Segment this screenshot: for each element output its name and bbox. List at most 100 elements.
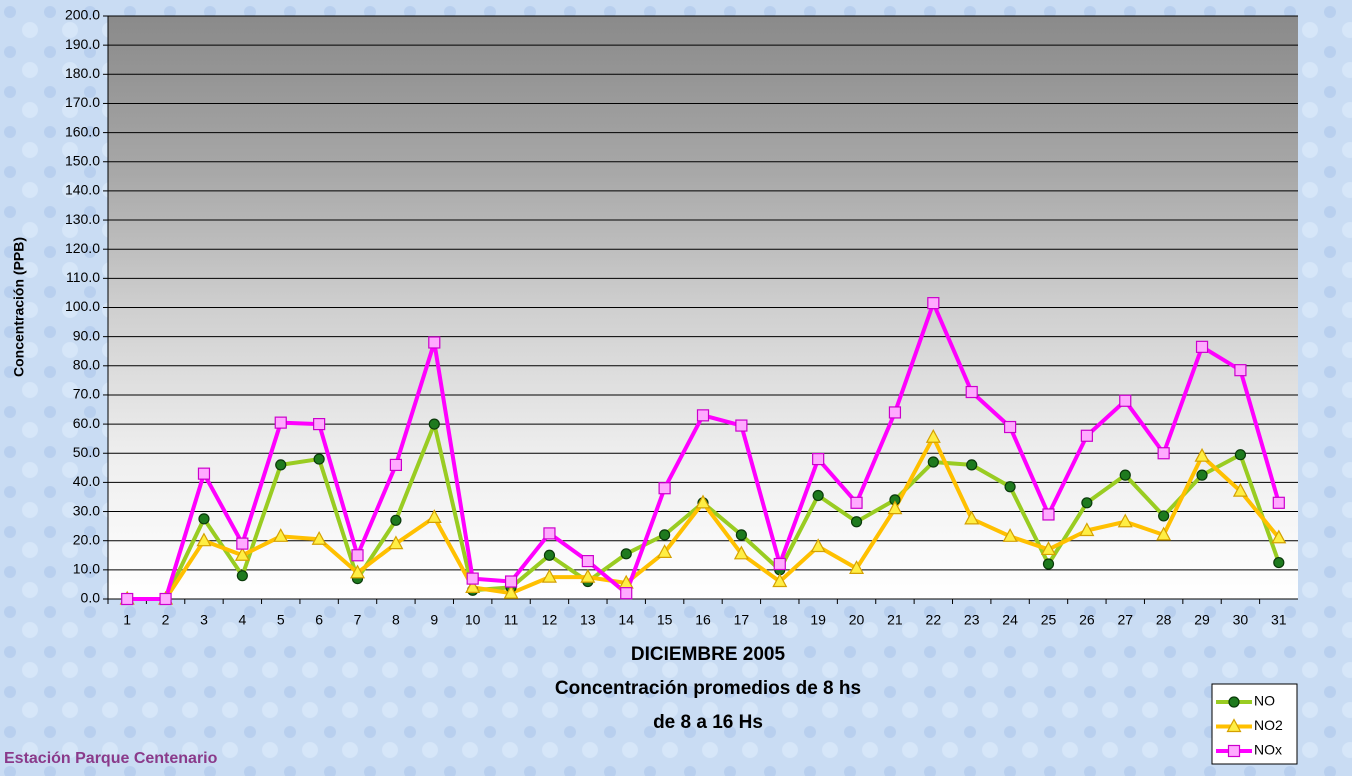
- y-tick-label: 120.0: [65, 240, 100, 256]
- data-point: [967, 460, 977, 470]
- data-point: [390, 459, 401, 470]
- y-axis-title: Concentración (PPB): [11, 237, 27, 377]
- y-tick-label: 110.0: [66, 269, 100, 285]
- data-point: [1043, 509, 1054, 520]
- data-point: [1274, 558, 1284, 568]
- data-point: [1235, 450, 1245, 460]
- x-tick-label: 10: [465, 612, 481, 628]
- data-point: [928, 298, 939, 309]
- x-tick-label: 4: [238, 612, 246, 628]
- x-tick-label: 20: [849, 612, 865, 628]
- x-tick-label: 6: [315, 612, 323, 628]
- data-point: [852, 517, 862, 527]
- x-tick-label: 27: [1117, 612, 1133, 628]
- data-point: [736, 420, 747, 431]
- x-tick-label: 1: [123, 612, 131, 628]
- x-tick-label: 22: [926, 612, 942, 628]
- data-point: [391, 515, 401, 525]
- x-tick-label: 23: [964, 612, 980, 628]
- x-tick-label: 17: [734, 612, 750, 628]
- y-tick-label: 160.0: [65, 123, 100, 139]
- data-point: [621, 588, 632, 599]
- data-point: [851, 497, 862, 508]
- data-point: [813, 491, 823, 501]
- x-tick-label: 26: [1079, 612, 1095, 628]
- data-point: [1197, 470, 1207, 480]
- data-point: [889, 407, 900, 418]
- data-point: [813, 454, 824, 465]
- x-tick-label: 25: [1041, 612, 1057, 628]
- x-tick-label: 24: [1002, 612, 1018, 628]
- data-point: [1082, 498, 1092, 508]
- data-point: [774, 559, 785, 570]
- data-point: [314, 419, 325, 430]
- data-point: [429, 419, 439, 429]
- data-point: [582, 556, 593, 567]
- legend-label: NO2: [1254, 717, 1283, 733]
- legend-marker: [1229, 746, 1240, 757]
- data-point: [1005, 422, 1016, 433]
- data-point: [1273, 497, 1284, 508]
- data-point: [275, 417, 286, 428]
- y-tick-label: 40.0: [73, 473, 100, 489]
- data-point: [429, 337, 440, 348]
- data-point: [1081, 430, 1092, 441]
- data-point: [1158, 448, 1169, 459]
- data-point: [736, 530, 746, 540]
- x-tick-label: 8: [392, 612, 400, 628]
- data-point: [198, 468, 209, 479]
- data-point: [544, 550, 554, 560]
- data-point: [506, 576, 517, 587]
- x-tick-label: 7: [354, 612, 362, 628]
- y-tick-label: 90.0: [73, 327, 100, 343]
- data-point: [1120, 395, 1131, 406]
- y-tick-label: 190.0: [65, 36, 100, 52]
- y-tick-label: 30.0: [73, 502, 100, 518]
- data-point: [1159, 511, 1169, 521]
- data-point: [966, 387, 977, 398]
- y-tick-label: 50.0: [73, 444, 100, 460]
- legend-label: NOx: [1254, 742, 1282, 758]
- data-point: [1120, 470, 1130, 480]
- data-point: [314, 454, 324, 464]
- x-tick-label: 21: [887, 612, 903, 628]
- x-tick-label: 14: [618, 612, 634, 628]
- y-tick-label: 180.0: [65, 65, 100, 81]
- y-tick-label: 170.0: [65, 94, 100, 110]
- footer: Estación Parque Centenario: [4, 750, 218, 767]
- x-tick-label: 19: [810, 612, 826, 628]
- x-axis-title: DICIEMBRE 2005: [631, 644, 786, 665]
- data-point: [276, 460, 286, 470]
- x-axis-title: de 8 a 16 Hs: [653, 712, 763, 733]
- data-point: [928, 457, 938, 467]
- y-tick-label: 60.0: [73, 415, 100, 431]
- data-point: [237, 538, 248, 549]
- data-point: [237, 571, 247, 581]
- y-tick-label: 100.0: [65, 298, 100, 314]
- data-point: [199, 514, 209, 524]
- y-tick-label: 200.0: [65, 7, 100, 23]
- data-point: [660, 530, 670, 540]
- x-axis-title: Concentración promedios de 8 hs: [555, 678, 861, 699]
- page: {"chart_data": {"type": "line", "ylabel"…: [0, 0, 1352, 776]
- data-point: [621, 549, 631, 559]
- chart: Concentración (PPB) DICIEMBRE 2005 Conce…: [0, 0, 1352, 776]
- x-tick-label: 28: [1156, 612, 1172, 628]
- x-tick-label: 15: [657, 612, 673, 628]
- y-tick-label: 70.0: [73, 386, 100, 402]
- legend-marker: [1229, 697, 1239, 707]
- data-point: [467, 573, 478, 584]
- data-point: [1005, 482, 1015, 492]
- x-tick-label: 9: [430, 612, 438, 628]
- x-tick-label: 18: [772, 612, 788, 628]
- data-point: [659, 483, 670, 494]
- y-tick-label: 80.0: [73, 357, 100, 373]
- data-point: [352, 550, 363, 561]
- y-tick-label: 130.0: [65, 211, 100, 227]
- y-tick-label: 0.0: [81, 590, 101, 606]
- data-point: [160, 594, 171, 605]
- x-tick-label: 31: [1271, 612, 1287, 628]
- x-tick-label: 13: [580, 612, 596, 628]
- data-point: [1043, 559, 1053, 569]
- x-tick-label: 30: [1233, 612, 1249, 628]
